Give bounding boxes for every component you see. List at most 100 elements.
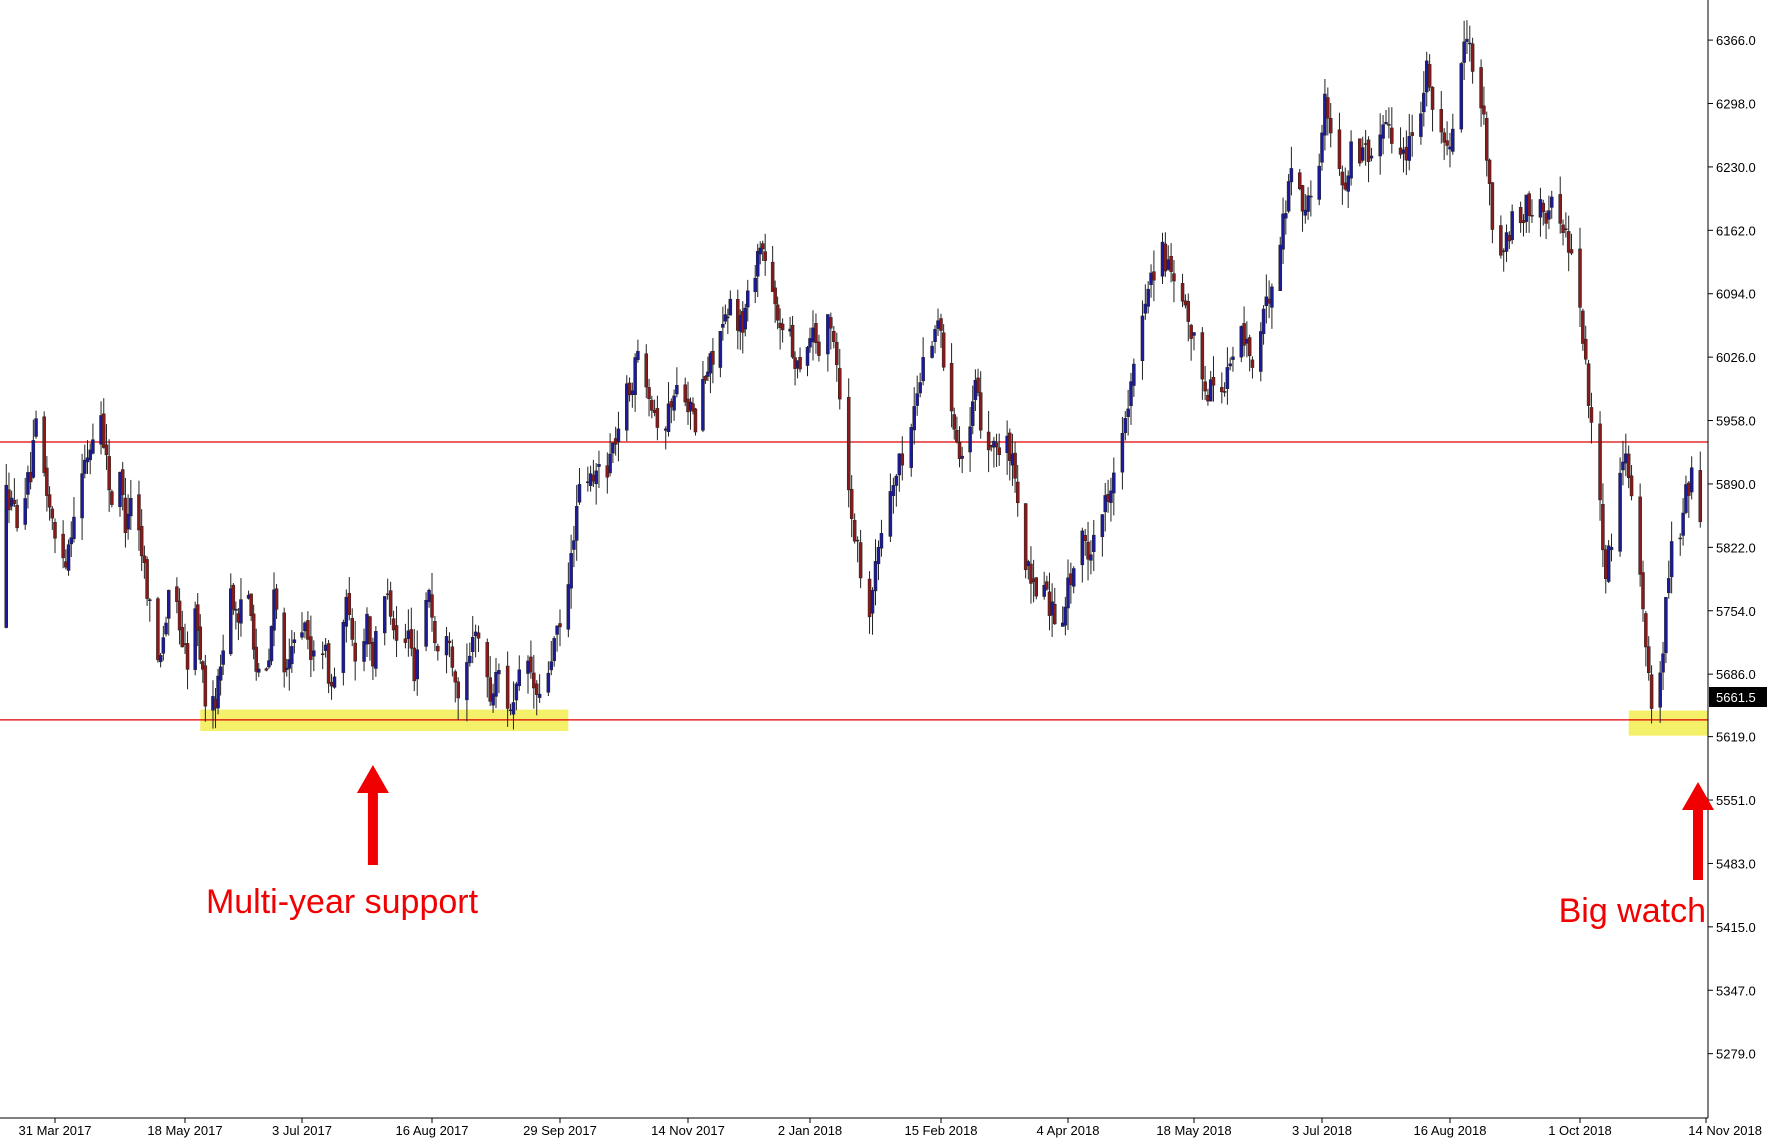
- candle: [137, 480, 141, 551]
- candle-body: [1259, 331, 1263, 372]
- candle-body: [1459, 63, 1464, 130]
- candle: [312, 640, 316, 672]
- candle: [470, 616, 475, 664]
- candle: [1407, 113, 1412, 171]
- candle-body: [957, 441, 962, 460]
- candle-body: [505, 665, 510, 709]
- annotation-arrow-1: [356, 765, 389, 865]
- candle: [91, 423, 95, 455]
- candle-body: [1369, 155, 1374, 159]
- candle-body: [1649, 674, 1654, 709]
- candle: [655, 395, 660, 441]
- candle-body: [1320, 132, 1324, 163]
- candle: [468, 642, 472, 667]
- candle: [1658, 661, 1662, 724]
- candle: [644, 344, 649, 399]
- candle: [891, 477, 896, 514]
- candle-body: [627, 382, 632, 396]
- candle-body: [161, 637, 166, 654]
- candle-body: [1208, 379, 1213, 402]
- candle: [1034, 577, 1038, 600]
- candle-body: [1132, 363, 1136, 386]
- candle: [350, 608, 354, 647]
- candle-body: [45, 467, 49, 496]
- y-tick-label: 5415.0: [1716, 920, 1756, 935]
- candle-body: [1510, 211, 1514, 241]
- candle: [45, 456, 49, 512]
- candle: [1578, 227, 1582, 327]
- candle-body: [267, 660, 271, 668]
- candle-body: [1445, 140, 1449, 146]
- candle-body: [282, 612, 286, 673]
- candle-body: [1203, 381, 1207, 392]
- candle: [647, 378, 651, 417]
- candle-body: [326, 643, 331, 684]
- candle-body: [415, 649, 419, 680]
- candle: [1448, 132, 1452, 168]
- candle: [721, 306, 725, 341]
- candle: [415, 630, 419, 696]
- candle: [436, 643, 440, 661]
- candle: [672, 389, 676, 421]
- candle: [1487, 158, 1492, 206]
- candle-body: [251, 613, 256, 650]
- candle: [177, 588, 182, 645]
- candle-body: [921, 357, 925, 382]
- candle: [1281, 197, 1285, 264]
- candle-body: [529, 656, 533, 673]
- candle-body: [1281, 213, 1285, 250]
- candle-body: [218, 666, 223, 681]
- candle: [829, 312, 833, 350]
- candle-body: [1544, 213, 1548, 224]
- candle: [1086, 521, 1090, 581]
- candle-body: [274, 588, 279, 610]
- candle: [933, 325, 937, 354]
- candle-body: [1507, 235, 1512, 242]
- candle-body: [798, 357, 802, 370]
- candle-body: [1222, 391, 1227, 393]
- candle: [218, 654, 223, 696]
- candle: [930, 340, 934, 359]
- candle-body: [1530, 214, 1534, 217]
- candle: [1561, 219, 1565, 246]
- candle-body: [773, 287, 777, 305]
- candle-body: [1200, 332, 1205, 380]
- candle: [1566, 215, 1571, 272]
- candle: [939, 313, 943, 348]
- candle: [1089, 540, 1093, 575]
- candle: [693, 407, 698, 436]
- candle: [1200, 327, 1205, 400]
- candle-body: [284, 667, 289, 670]
- candle: [412, 629, 417, 692]
- candle-body: [269, 626, 274, 662]
- candle-body: [391, 618, 396, 631]
- candle-body: [1069, 573, 1073, 586]
- candle: [1343, 167, 1348, 191]
- y-tick-label: 5279.0: [1716, 1047, 1756, 1062]
- candle: [1317, 153, 1321, 206]
- candle: [406, 609, 411, 657]
- candle: [1689, 456, 1694, 500]
- candle-body: [838, 368, 842, 400]
- candle: [1126, 389, 1130, 436]
- candle-body: [329, 681, 334, 687]
- candle-body: [1609, 546, 1614, 551]
- candle: [855, 536, 860, 563]
- candle-body: [1183, 300, 1188, 306]
- candle: [1270, 283, 1274, 329]
- candle: [453, 669, 458, 703]
- candle-body: [491, 693, 495, 706]
- candle-body: [239, 599, 243, 624]
- candle: [1589, 392, 1594, 444]
- candle: [597, 450, 601, 489]
- candle: [1626, 445, 1631, 489]
- candle-body: [780, 323, 785, 331]
- candle: [1427, 54, 1432, 92]
- candle: [61, 520, 65, 569]
- candle-body: [1083, 535, 1087, 542]
- candle: [666, 382, 671, 437]
- candle: [817, 334, 821, 362]
- support-zone-2: [1628, 710, 1708, 736]
- candle: [427, 588, 431, 608]
- annotation-label-2: Big watch: [1559, 892, 1706, 930]
